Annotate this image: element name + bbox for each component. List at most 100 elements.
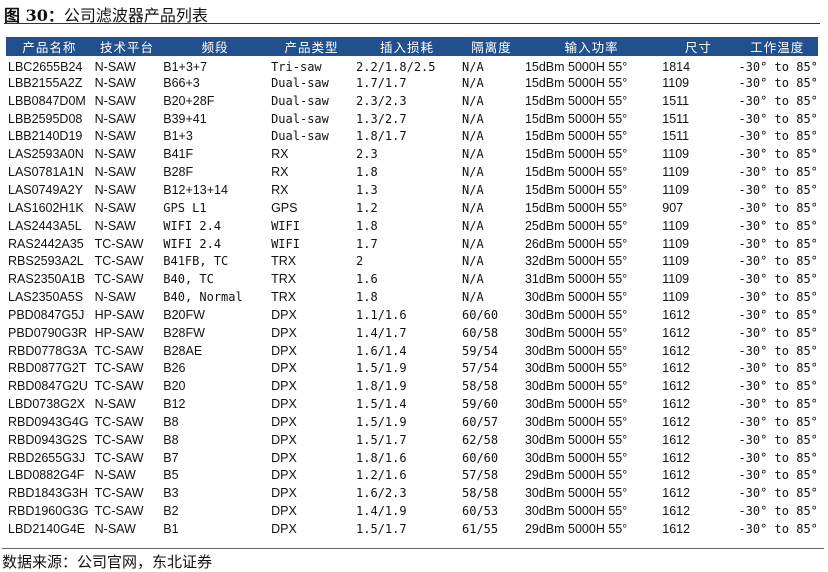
- cell-size: 1511: [662, 129, 690, 144]
- cell-input-power: 30dBm 5000H 55°: [524, 325, 628, 340]
- cell-product-name: RAS2442A35: [8, 236, 84, 251]
- cell-size: 1612: [662, 450, 691, 465]
- cell-product-type: Dual-saw: [271, 75, 329, 90]
- cell-product-name: RBD0943G4G: [8, 414, 89, 429]
- cell-isolation: 60/58: [462, 325, 499, 340]
- cell-product-type: DPX: [271, 450, 297, 465]
- table-row: LAS2593A0N N-SAW B41F RX 2.3 N/A 15dBm 5000H 5…: [6, 145, 818, 163]
- cell-product-type: DPX: [271, 379, 297, 394]
- cell-product-type: DPX: [271, 325, 297, 340]
- cell-input-power: 25dBm 5000H 55°: [524, 218, 628, 233]
- table-header-row: 产品名称 技术平台 频段 产品类型 插入损耗 隔离度 输入功率 尺寸 工作温度: [6, 37, 818, 56]
- cell-product-name: RAS2350A1B: [8, 272, 86, 287]
- table-row: LBD0738G2X N-SAW B12 DPX 1.5/1.4 59/60 30dBm 5…: [6, 395, 818, 413]
- cell-product-type: DPX: [271, 486, 297, 501]
- cell-band: B20: [163, 379, 186, 394]
- table-row: LBC2655B24 N-SAW B1+3+7 Tri-saw 2.2/1.8/2.5 N…: [6, 56, 818, 74]
- title-divider: [4, 23, 820, 24]
- cell-isolation: 61/55: [462, 522, 499, 537]
- figure-title: 图 30：公司滤波器产品列表: [4, 2, 208, 26]
- table-row: RBD2655G3J TC-SAW B7 DPX 1.8/1.6 60/60 30dBm 5…: [6, 449, 818, 467]
- cell-product-name: LAS2443A5L: [8, 218, 82, 233]
- cell-size: 1612: [662, 432, 691, 447]
- cell-tech-platform: TC-SAW: [94, 432, 144, 447]
- table-row: LBD0882G4F N-SAW B5 DPX 1.2/1.6 57/58 29dBm 50…: [6, 467, 818, 485]
- cell-size: 1109: [662, 290, 690, 305]
- cell-band: B20+28F: [163, 93, 215, 108]
- cell-input-power: 15dBm 5000H 55°: [524, 93, 628, 108]
- cell-size: 1109: [662, 254, 690, 269]
- cell-product-name: RBS2593A2L: [8, 254, 84, 269]
- cell-tech-platform: N-SAW: [94, 129, 136, 144]
- cell-isolation: 60/60: [462, 450, 499, 465]
- table-row: RBD0877G2T TC-SAW B26 DPX 1.5/1.9 57/54 30dBm …: [6, 360, 818, 378]
- cell-insertion-loss: 1.3/2.7: [356, 111, 407, 126]
- cell-band: B2: [163, 504, 179, 519]
- cell-operating-temp: -30° to 85°: [738, 486, 818, 501]
- cell-product-name: LBC2655B24: [8, 60, 83, 74]
- cell-product-name: LAS1602H1K: [8, 200, 84, 215]
- cell-insertion-loss: 1.6/1.4: [356, 343, 407, 358]
- cell-product-type: DPX: [271, 343, 297, 358]
- cell-tech-platform: TC-SAW: [94, 361, 144, 376]
- cell-size: 1511: [662, 93, 690, 108]
- cell-operating-temp: -30° to 85°: [738, 165, 818, 180]
- cell-insertion-loss: 1.4/1.9: [356, 504, 407, 519]
- cell-band: B40, Normal: [163, 290, 243, 305]
- cell-product-type: Dual-saw: [271, 111, 329, 126]
- cell-operating-temp: -30° to 85°: [738, 361, 818, 376]
- cell-tech-platform: N-SAW: [94, 60, 136, 74]
- cell-size: 1109: [662, 182, 690, 197]
- cell-input-power: 15dBm 5000H 55°: [524, 129, 628, 144]
- cell-insertion-loss: 1.5/1.9: [356, 414, 407, 429]
- cell-operating-temp: -30° to 85°: [738, 343, 818, 358]
- figure-title-text: 公司滤波器产品列表: [63, 6, 208, 25]
- cell-band: B41FB, TC: [163, 254, 229, 269]
- cell-product-type: RX: [271, 147, 289, 162]
- cell-operating-temp: -30° to 85°: [738, 272, 818, 287]
- cell-tech-platform: HP-SAW: [94, 307, 145, 322]
- cell-insertion-loss: 1.8: [356, 218, 378, 233]
- cell-insertion-loss: 1.5/1.7: [356, 432, 407, 447]
- cell-size: 1612: [662, 522, 691, 537]
- cell-size: 1612: [662, 361, 691, 376]
- cell-input-power: 31dBm 5000H 55°: [524, 272, 628, 287]
- cell-isolation: N/A: [462, 147, 484, 162]
- header-product-name: 产品名称: [22, 40, 77, 55]
- cell-product-name: LBB0847D0M: [8, 93, 86, 108]
- cell-input-power: 15dBm 5000H 55°: [524, 165, 628, 180]
- cell-product-name: LBB2595D08: [8, 111, 83, 126]
- cell-isolation: N/A: [462, 218, 484, 233]
- cell-size: 1612: [662, 414, 691, 429]
- header-input-power: 输入功率: [564, 40, 619, 55]
- cell-isolation: 60/57: [462, 414, 499, 429]
- cell-operating-temp: -30° to 85°: [738, 236, 818, 251]
- cell-product-type: GPS: [271, 200, 298, 215]
- table-row: RBD0943G2S TC-SAW B8 DPX 1.5/1.7 62/58 30dBm 5…: [6, 431, 818, 449]
- cell-insertion-loss: 1.7/1.7: [356, 75, 407, 90]
- cell-isolation: N/A: [462, 272, 484, 287]
- cell-operating-temp: -30° to 85°: [738, 75, 818, 90]
- cell-tech-platform: TC-SAW: [94, 272, 144, 287]
- cell-product-name: LAS2593A0N: [8, 147, 84, 162]
- table-row: LAS2443A5L N-SAW WIFI 2.4 WIFI 1.8 N/A 25dBm 5…: [6, 217, 818, 235]
- cell-operating-temp: -30° to 85°: [738, 432, 818, 447]
- cell-tech-platform: N-SAW: [94, 182, 136, 197]
- cell-size: 1612: [662, 504, 691, 519]
- cell-product-name: RBD2655G3J: [8, 450, 86, 465]
- cell-size: 1612: [662, 307, 691, 322]
- cell-insertion-loss: 1.5/1.9: [356, 361, 407, 376]
- cell-product-name: RBD0778G3A: [8, 343, 88, 358]
- cell-tech-platform: TC-SAW: [94, 379, 144, 394]
- cell-insertion-loss: 1.1/1.6: [356, 307, 407, 322]
- table-row: RBD0847G2U TC-SAW B20 DPX 1.8/1.9 58/58 30dBm …: [6, 377, 818, 395]
- cell-size: 1612: [662, 468, 691, 483]
- cell-isolation: 60/60: [462, 307, 499, 322]
- table-row: RBD1843G3H TC-SAW B3 DPX 1.6/2.3 58/58 30dBm 5…: [6, 484, 818, 502]
- cell-input-power: 30dBm 5000H 55°: [524, 450, 628, 465]
- table-row: RAS2442A35 TC-SAW WIFI 2.4 WIFI 1.7 N/A 26dBm …: [6, 235, 818, 253]
- header-isolation: 隔离度: [471, 40, 512, 55]
- cell-size: 1612: [662, 486, 691, 501]
- cell-band: B12: [163, 397, 186, 412]
- cell-tech-platform: N-SAW: [94, 147, 136, 162]
